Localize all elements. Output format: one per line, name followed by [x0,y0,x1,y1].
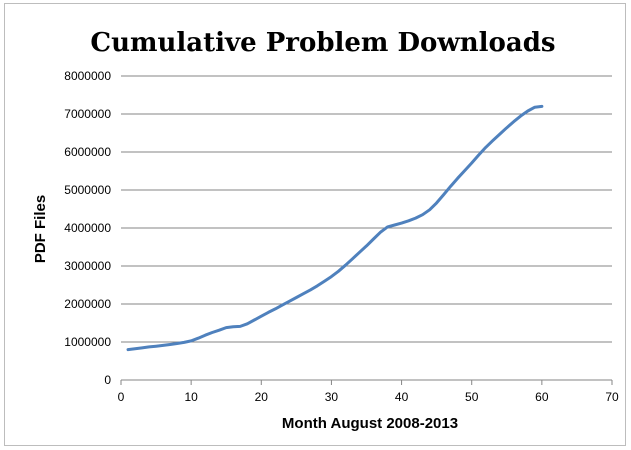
x-tick-label: 40 [395,390,409,404]
series-line-0 [126,104,544,352]
x-tick-label: 10 [184,390,198,404]
x-tick-label: 50 [465,390,479,404]
x-tick-label: 70 [605,390,619,404]
series-layer [126,104,544,352]
y-tick-label: 7000000 [64,107,111,121]
x-tick-label: 0 [118,390,125,404]
gridlines [121,75,612,343]
y-tick-labels: 0 1000000 2000000 3000000 4000000 5000000 6000… [64,69,111,387]
x-tick-label: 20 [255,390,269,404]
y-tick-label: 0 [104,373,111,387]
x-axis-label: Month August 2008-2013 [282,415,458,432]
axes [120,379,613,385]
chart-title: Cumulative Problem Downloads [90,28,555,58]
y-tick-label: 5000000 [64,183,111,197]
y-tick-label: 1000000 [64,335,111,349]
chart-frame [4,3,626,446]
y-tick-label: 8000000 [64,69,111,83]
x-tick-labels: 0 10 20 30 40 50 60 70 [118,390,619,404]
x-tick-label: 30 [325,390,339,404]
y-tick-label: 4000000 [64,221,111,235]
x-tick-label: 60 [535,390,549,404]
y-tick-label: 6000000 [64,145,111,159]
y-tick-label: 3000000 [64,259,111,273]
y-tick-label: 2000000 [64,297,111,311]
y-axis-label: PDF Files [32,195,49,263]
